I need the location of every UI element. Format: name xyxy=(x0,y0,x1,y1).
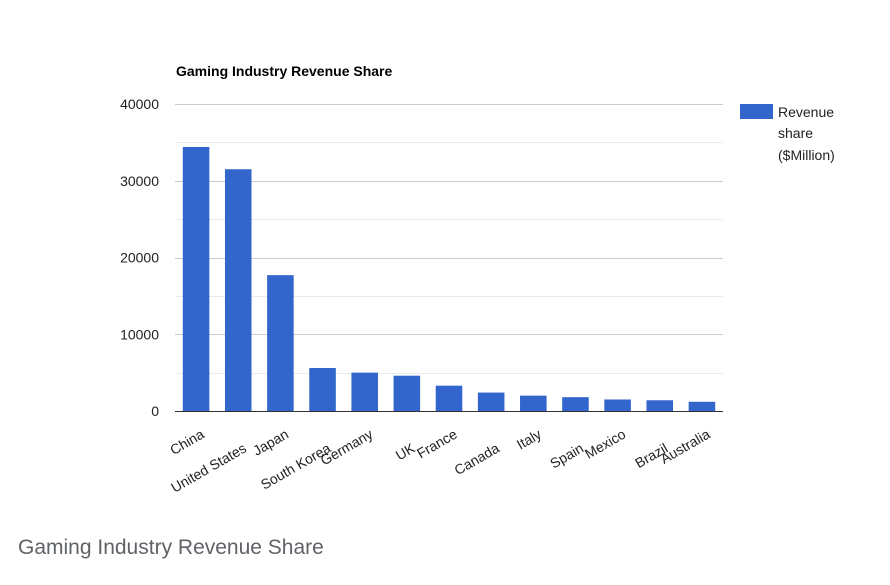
legend-line-2: share xyxy=(778,125,813,141)
y-tick-label: 0 xyxy=(151,403,159,419)
gridlines xyxy=(175,104,723,374)
legend-line-1: Revenue xyxy=(778,104,834,120)
x-tick-label: China xyxy=(167,426,207,458)
legend-swatch xyxy=(740,104,773,119)
chart-caption: Gaming Industry Revenue Share xyxy=(18,536,324,559)
y-tick-label: 10000 xyxy=(120,326,159,342)
bar-france[interactable] xyxy=(435,385,463,411)
x-tick-label: France xyxy=(414,426,460,462)
legend-label: Revenue share ($Million) xyxy=(778,104,838,163)
bar-china[interactable] xyxy=(182,146,210,412)
bar-canada[interactable] xyxy=(477,392,505,411)
bar-germany[interactable] xyxy=(351,372,378,411)
bar-japan[interactable] xyxy=(267,275,294,411)
bar-spain[interactable] xyxy=(562,397,589,411)
y-tick-label: 30000 xyxy=(120,173,159,189)
bar-mexico[interactable] xyxy=(604,399,631,411)
bar-south-korea[interactable] xyxy=(309,368,336,411)
bars xyxy=(182,146,716,412)
x-tick-label: Italy xyxy=(514,426,544,453)
bar-united-states[interactable] xyxy=(224,169,252,411)
x-tick-label: UK xyxy=(393,439,418,463)
x-tick-label: Spain xyxy=(547,440,586,472)
y-tick-label: 20000 xyxy=(120,250,159,266)
x-tick-label: Mexico xyxy=(582,426,629,462)
bar-australia[interactable] xyxy=(688,401,716,411)
bar-italy[interactable] xyxy=(520,395,547,411)
chart-title: Gaming Industry Revenue Share xyxy=(176,63,392,79)
legend-line-3: ($Million) xyxy=(778,147,835,163)
x-tick-label: Canada xyxy=(451,440,502,478)
y-axis-ticks: 0 10000 20000 30000 40000 xyxy=(120,96,159,419)
y-tick-label: 40000 xyxy=(120,96,159,112)
bar-uk[interactable] xyxy=(393,375,421,411)
legend[interactable]: Revenue share ($Million) xyxy=(740,104,838,163)
bar-brazil[interactable] xyxy=(646,400,674,411)
x-tick-label: Japan xyxy=(250,426,291,459)
